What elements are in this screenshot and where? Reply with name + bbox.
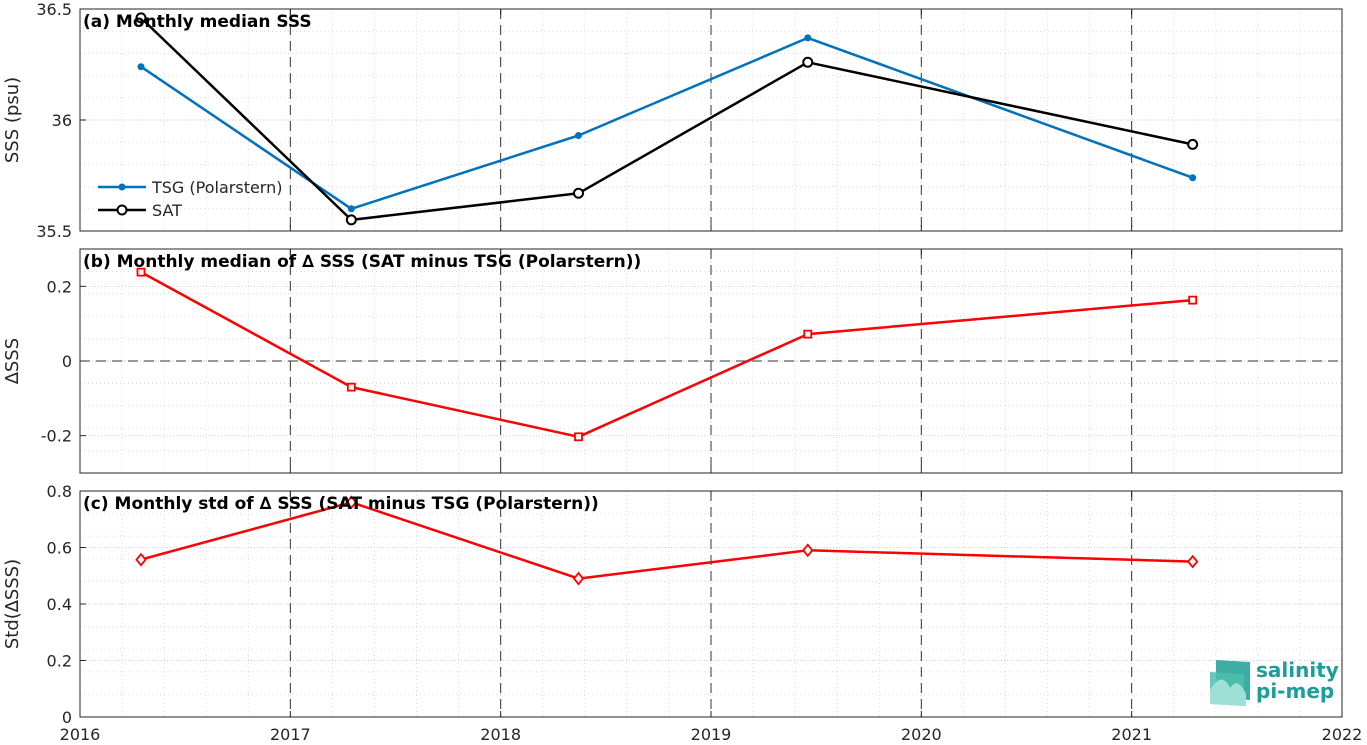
panel-3: 0 0.2 0.4 0.6 0.8 2016 2017 2018 2019 2020 2021 202…: [2, 482, 1362, 744]
dot-marker: [804, 34, 812, 42]
panel-1: 35.5 36 36.5 SSS (psu) (a) Monthly median SS…: [2, 0, 1343, 241]
legend-tsg-label: TSG (Polarstern): [151, 178, 282, 197]
x-tick-label: 2016: [60, 725, 101, 744]
y-tick-label: 35.5: [36, 222, 72, 241]
y-tick-label: 0.6: [47, 539, 72, 558]
y-tick-label: 0: [62, 352, 72, 371]
x-tick-label: 2018: [480, 725, 521, 744]
y-tick-label: 0.8: [47, 482, 72, 501]
square-marker: [803, 329, 813, 339]
x-tick-label: 2020: [901, 725, 942, 744]
panel-title: (b) Monthly median of ∆ SSS (SAT minus T…: [83, 252, 641, 272]
circle-marker: [802, 56, 814, 68]
diamond-marker: [345, 495, 357, 510]
circle-marker: [572, 187, 584, 199]
legend-sat-label: SAT: [152, 201, 182, 220]
x-tick-label: 2017: [270, 725, 311, 744]
panel-2: -0.2 0 0.2 ∆SSS (b) Monthly median of ∆ SSS …: [2, 248, 1343, 474]
y-axis-label: SSS (psu): [2, 77, 23, 163]
panel-title: (a) Monthly median SSS: [83, 12, 312, 32]
dot-marker: [347, 205, 355, 213]
x-tick-label: 2021: [1111, 725, 1152, 744]
y-tick-label: 0: [62, 708, 72, 727]
y-axis-label: Std(∆SSS): [2, 559, 23, 649]
legend: TSG (Polarstern) SAT: [98, 178, 282, 220]
circle-marker: [135, 12, 147, 24]
square-marker: [574, 432, 583, 442]
y-tick-label: -0.2: [41, 427, 72, 446]
diamond-marker: [135, 552, 147, 567]
dot-marker: [1189, 174, 1197, 182]
y-axis-label: ∆SSS: [2, 338, 23, 385]
logo-line2: pi-mep: [1256, 679, 1334, 703]
dot-marker: [574, 132, 582, 140]
panel-title: (c) Monthly std of ∆ SSS (SAT minus TSG …: [83, 494, 599, 514]
x-tick-label: 2019: [691, 725, 732, 744]
square-marker: [136, 267, 146, 277]
y-tick-label: 36.5: [36, 0, 72, 19]
diamond-marker: [1187, 554, 1199, 569]
circle-marker: [1187, 138, 1199, 150]
circle-marker: [345, 214, 357, 226]
legend-sat-marker: [116, 204, 128, 216]
salinity-pi-mep-logo: salinity pi-mep: [1210, 658, 1339, 706]
logo-line1: salinity: [1256, 658, 1339, 682]
y-tick-label: 0.2: [47, 277, 72, 296]
diamond-marker: [802, 543, 814, 558]
x-tick-label: 2022: [1322, 725, 1363, 744]
diamond-marker: [572, 571, 585, 586]
y-tick-label: 0.4: [47, 595, 72, 614]
square-marker: [346, 382, 356, 392]
square-marker: [1188, 295, 1198, 305]
y-tick-label: 36: [52, 111, 72, 130]
legend-tsg-marker: [118, 183, 126, 191]
dot-marker: [137, 63, 145, 71]
y-tick-label: 0.2: [47, 652, 72, 671]
